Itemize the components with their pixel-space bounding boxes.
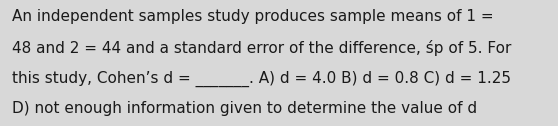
Text: 48 and 2 = 44 and a standard error of the difference, śp of 5. For: 48 and 2 = 44 and a standard error of th… — [12, 40, 512, 56]
Text: An independent samples study produces sample means of 1 =: An independent samples study produces sa… — [12, 9, 494, 24]
Text: this study, Cohen’s d = _______. A) d = 4.0 B) d = 0.8 C) d = 1.25: this study, Cohen’s d = _______. A) d = … — [12, 71, 511, 87]
Text: D) not enough information given to determine the value of d: D) not enough information given to deter… — [12, 101, 478, 116]
